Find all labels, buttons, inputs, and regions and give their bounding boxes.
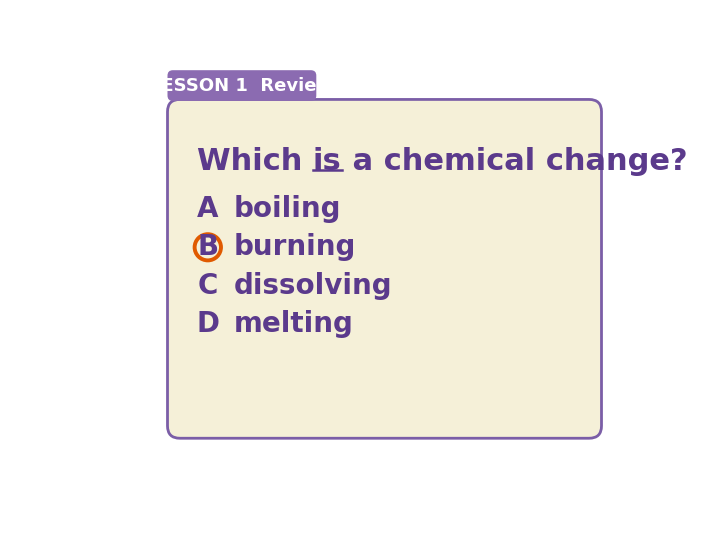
- Text: is: is: [313, 146, 342, 176]
- Text: boiling: boiling: [233, 195, 341, 223]
- Text: Which: Which: [197, 146, 313, 176]
- Text: B: B: [197, 233, 218, 261]
- Text: dissolving: dissolving: [233, 272, 392, 300]
- FancyBboxPatch shape: [168, 70, 316, 101]
- FancyBboxPatch shape: [168, 99, 601, 438]
- Text: C: C: [197, 272, 218, 300]
- Circle shape: [194, 234, 221, 260]
- Text: a chemical change?: a chemical change?: [342, 146, 688, 176]
- Text: melting: melting: [233, 310, 354, 338]
- Text: burning: burning: [233, 233, 356, 261]
- Text: D: D: [197, 310, 220, 338]
- Text: LESSON 1  Review: LESSON 1 Review: [150, 77, 333, 94]
- Text: A: A: [197, 195, 219, 223]
